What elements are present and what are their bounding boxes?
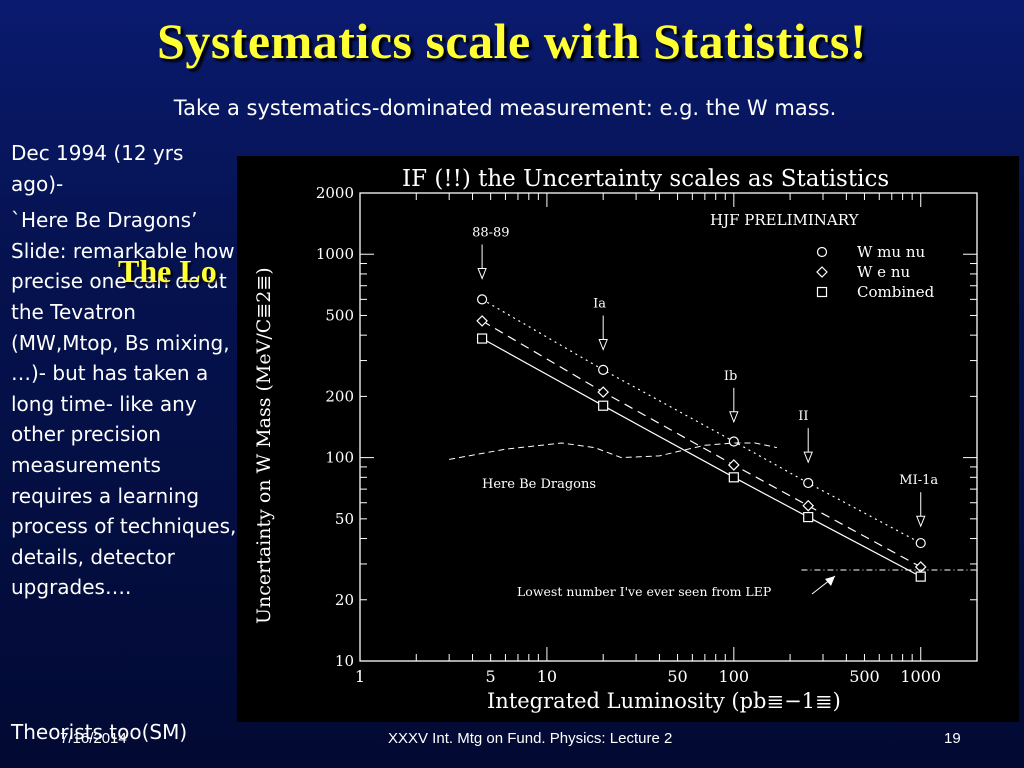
data-point-circle — [476, 294, 488, 305]
left-paragraph-theorists: Theorists too(SM) — [11, 720, 188, 744]
y-tick-label: 2000 — [316, 184, 354, 202]
series-line-circle — [481, 298, 922, 544]
page-number: 19 — [944, 730, 961, 747]
lep-label: Lowest number I've ever seen from LEP — [517, 584, 771, 599]
y-tick-label: 20 — [335, 591, 354, 609]
legend-label: W e nu — [857, 263, 910, 281]
data-point-diamond — [597, 386, 610, 398]
legend-label: W mu nu — [857, 243, 925, 261]
data-point-circle — [915, 537, 926, 549]
legend-marker-diamond — [816, 266, 828, 278]
dragons-curve — [449, 442, 777, 460]
y-tick-label: 10 — [335, 652, 354, 670]
y-tick-label: 200 — [325, 387, 354, 405]
data-point-square — [598, 400, 609, 411]
run-period-label: Ia — [593, 297, 606, 312]
x-tick-label: 500 — [849, 667, 880, 686]
arrowhead — [477, 267, 487, 280]
arrowhead — [803, 451, 813, 464]
x-tick-label: 100 — [719, 667, 750, 686]
x-tick-label: 50 — [667, 667, 687, 686]
chart-title: IF (!!) the Uncertainty scales as Statis… — [402, 166, 889, 192]
data-point-diamond — [727, 459, 740, 471]
run-period-label: MI-1a — [899, 473, 938, 488]
dragons-label: Here Be Dragons — [482, 477, 596, 492]
run-period-label: Ib — [724, 369, 737, 384]
lep-pointer-arrowhead — [825, 576, 835, 586]
x-tick-label: 1000 — [900, 667, 941, 686]
x-tick-label: 10 — [537, 667, 557, 686]
occluded-title-fragment: The Lo — [118, 253, 217, 289]
y-tick-label: 1000 — [316, 245, 354, 263]
y-axis-label: Uncertainty on W Mass (MeV/C≣2≣) — [253, 267, 275, 624]
data-point-diamond — [476, 315, 488, 327]
x-axis-label: Integrated Luminosity (pb≣−1≣) — [487, 689, 841, 713]
arrowhead — [915, 515, 926, 528]
legend-marker-square — [816, 286, 828, 298]
left-text-column: Dec 1994 (12 yrs ago)- `Here Be Dragons’… — [11, 138, 239, 609]
footer-center: XXXV Int. Mtg on Fund. Physics: Lecture … — [388, 730, 673, 747]
y-tick-label: 100 — [325, 449, 354, 467]
run-period-label: 88-89 — [472, 225, 509, 240]
arrowhead — [729, 411, 739, 424]
series-line-square — [481, 338, 922, 578]
run-period-label: II — [798, 409, 808, 424]
preliminary-label: HJF PRELIMINARY — [710, 211, 860, 229]
data-point-circle — [728, 436, 739, 447]
left-paragraph-date: Dec 1994 (12 yrs ago)- — [11, 141, 184, 196]
data-point-square — [476, 333, 488, 344]
slide-title: Systematics scale with Statistics! — [157, 13, 867, 69]
arrowhead — [598, 339, 608, 351]
slide-subtitle: Take a systematics-dominated measurement… — [173, 96, 837, 120]
data-point-square — [803, 511, 814, 523]
data-point-circle — [598, 364, 609, 375]
legend-label: Combined — [857, 283, 935, 301]
data-point-square — [915, 571, 926, 582]
y-tick-label: 50 — [335, 510, 354, 528]
data-point-diamond — [802, 499, 815, 512]
plot-panel: IF (!!) the Uncertainty scales as Statis… — [237, 156, 1019, 722]
legend-marker-circle — [816, 246, 828, 258]
x-tick-label: 1 — [355, 667, 365, 686]
plot-frame — [359, 192, 978, 662]
uncertainty-vs-luminosity-chart: IF (!!) the Uncertainty scales as Statis… — [253, 166, 978, 713]
x-tick-label: 5 — [486, 667, 496, 686]
series-line-diamond — [481, 320, 922, 568]
y-tick-label: 500 — [325, 306, 354, 324]
data-point-square — [728, 472, 739, 483]
left-paragraph-dragons: `Here Be Dragons’ Slide: remarkable how … — [11, 208, 237, 600]
footer-date: 7/16/2014 — [60, 730, 127, 747]
data-point-circle — [803, 477, 814, 489]
